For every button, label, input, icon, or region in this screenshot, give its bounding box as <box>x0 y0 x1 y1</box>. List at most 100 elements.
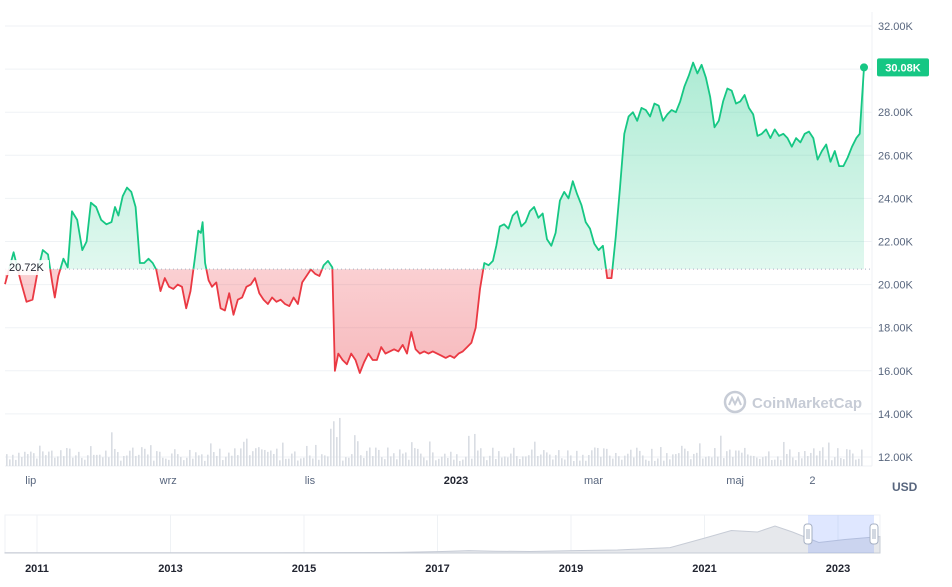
volume-bar <box>507 457 509 466</box>
volume-bar <box>783 441 785 466</box>
volume-bar <box>414 448 416 466</box>
current-price-badge <box>877 58 929 77</box>
volume-bar <box>111 432 113 466</box>
volume-bar <box>393 453 395 466</box>
volume-bar <box>375 447 377 466</box>
volume-bar <box>687 451 689 466</box>
volume-bar <box>528 455 530 466</box>
volume-bar <box>27 454 29 466</box>
volume-bar <box>531 449 533 466</box>
volume-bar <box>573 460 575 466</box>
volume-bar <box>270 450 272 466</box>
volume-bar <box>411 442 413 466</box>
volume-bar <box>177 454 179 466</box>
volume-bar <box>294 451 296 466</box>
volume-bar <box>636 447 638 466</box>
volume-bar <box>444 453 446 466</box>
volume-bar <box>387 447 389 466</box>
baseline: 20.72K <box>5 260 872 276</box>
volume-bar <box>147 454 149 466</box>
volume-bar <box>168 459 170 466</box>
volume-bar <box>54 457 56 466</box>
volume-bar <box>108 457 110 466</box>
volume-bar <box>600 456 602 466</box>
volume-bar <box>699 443 701 466</box>
volume-bar <box>816 455 818 466</box>
volume-bar <box>396 459 398 466</box>
volume-bar <box>126 455 128 466</box>
volume-bar <box>171 453 173 466</box>
current-price-label: 30.08K <box>885 62 921 74</box>
range-navigator[interactable]: 2011 2013 2015 2017 2019 2021 2023 <box>4 514 881 575</box>
volume-bar <box>366 450 368 466</box>
volume-bar <box>60 450 62 466</box>
volume-bar <box>525 456 527 466</box>
volume-bar <box>618 456 620 466</box>
volume-bar <box>201 454 203 466</box>
x-tick-label: lip <box>25 475 36 487</box>
volume-bar <box>324 455 326 466</box>
volume-bar <box>162 457 164 466</box>
volume-bar <box>300 458 302 466</box>
volume-bar <box>408 459 410 466</box>
x-tick-label: wrz <box>159 475 177 487</box>
volume-bar <box>705 456 707 466</box>
volume-bar <box>228 452 230 466</box>
volume-bar <box>561 458 563 466</box>
volume-bar <box>492 447 494 466</box>
volume-bar <box>459 460 461 466</box>
volume-bar <box>267 451 269 466</box>
volume-bar <box>75 455 77 466</box>
volume-bar <box>828 442 830 466</box>
baseline-label-bg <box>5 260 49 276</box>
volume-bar <box>843 459 845 466</box>
volume-bar <box>435 460 437 466</box>
volume-bar <box>321 454 323 466</box>
volume-bar <box>225 456 227 466</box>
navigator-handle[interactable] <box>869 523 879 545</box>
volume-bar <box>39 445 41 466</box>
volume-bar <box>708 456 710 466</box>
volume-bar <box>786 453 788 466</box>
y-tick-label: 22.00K <box>878 237 914 249</box>
volume-bar <box>570 455 572 466</box>
volume-bar <box>693 453 695 466</box>
volume-bar <box>264 449 266 466</box>
volume-bar <box>96 454 98 466</box>
y-tick-label: 16.00K <box>878 366 914 378</box>
volume-bar <box>30 451 32 466</box>
volume-bar <box>789 449 791 466</box>
volume-bar <box>240 448 242 466</box>
volume-bar <box>45 455 47 466</box>
volume-bar <box>48 451 50 466</box>
navigator-handle[interactable] <box>803 523 813 545</box>
volume-bar <box>567 450 569 466</box>
navigator-tick-label: 2011 <box>25 563 49 575</box>
volume-bar <box>339 417 341 466</box>
volume-bar <box>519 458 521 466</box>
volume-bar <box>744 447 746 466</box>
volume-bar <box>663 460 665 466</box>
volume-bar <box>213 452 215 466</box>
volume-bar <box>405 452 407 466</box>
volume-bar <box>627 453 629 466</box>
volume-bar <box>114 448 116 466</box>
volume-bar <box>795 460 797 466</box>
volume-bar <box>384 459 386 466</box>
volume-bar <box>144 448 146 466</box>
volume-bar <box>36 458 38 466</box>
volume-bar <box>747 454 749 466</box>
volume-bar <box>9 459 11 466</box>
y-tick-label: 24.00K <box>878 193 914 205</box>
volume-bar <box>564 459 566 466</box>
volume-bar <box>195 452 197 466</box>
volume-bar <box>69 448 71 466</box>
area-above-baseline <box>5 62 864 270</box>
volume-bar <box>702 458 704 466</box>
volume-bar <box>579 460 581 466</box>
volume-bar <box>834 457 836 466</box>
volume-bar <box>825 459 827 466</box>
volume-bar <box>390 456 392 466</box>
volume-bar <box>489 455 491 466</box>
